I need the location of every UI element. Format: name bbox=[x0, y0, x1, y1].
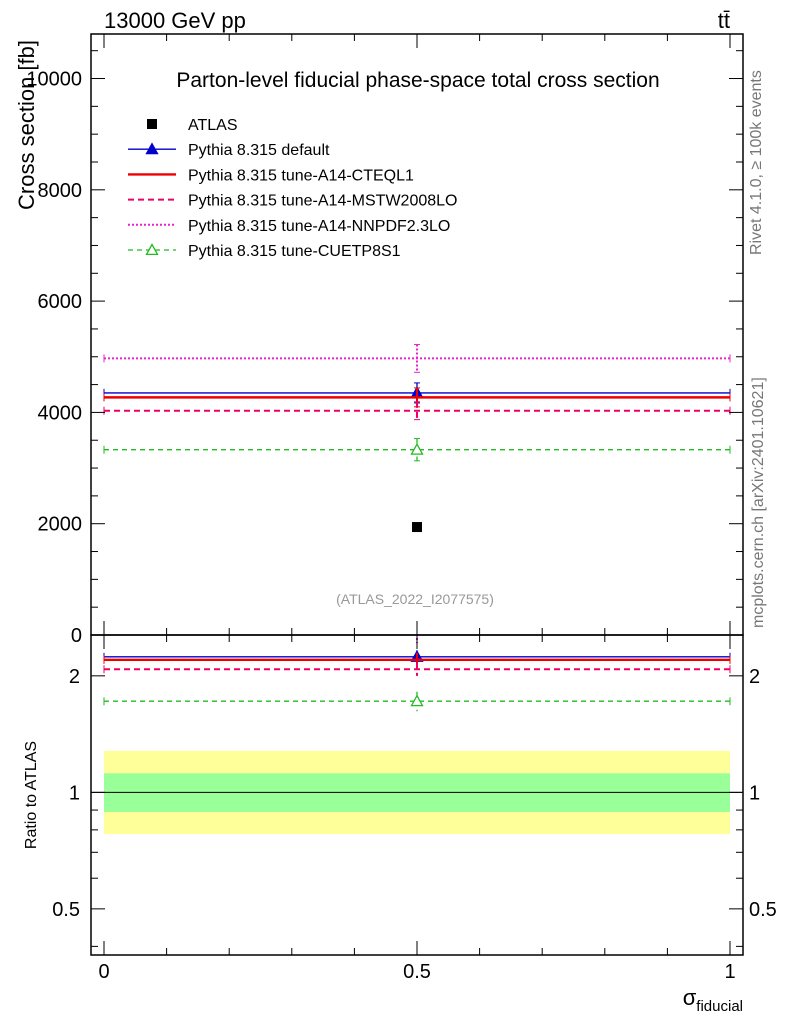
ratio-axis-label: Ratio to ATLAS bbox=[23, 741, 40, 849]
x-axis-subscript: fiducial bbox=[696, 998, 743, 1015]
energy-label: 13000 GeV pp bbox=[104, 8, 246, 33]
y-axis-label: Cross section [fb] bbox=[14, 40, 39, 210]
ratio-series-pythia-8-315-tune-a14-mstw2008lo bbox=[103, 662, 731, 676]
legend-label: Pythia 8.315 tune-CUETP8S1 bbox=[188, 243, 401, 260]
rivet-label: Rivet 4.1.0, ≥ 100k events bbox=[748, 70, 765, 255]
legend-label: ATLAS bbox=[188, 117, 238, 134]
marker-pythia-8-315-tune-cuetp8s1 bbox=[410, 442, 424, 455]
plot-title: Parton-level fiducial phase-space total … bbox=[176, 69, 659, 92]
main-ytick-label: 2000 bbox=[38, 514, 83, 536]
x-tick-label: 1 bbox=[724, 961, 735, 983]
series-pythia-8-315-tune-a14-nnpdf2-3lo bbox=[103, 344, 731, 373]
legend-marker-atlas bbox=[147, 119, 157, 129]
legend-item-pythia-8-315-tune-a14-nnpdf2-3lo: Pythia 8.315 tune-A14-NNPDF2.3LO bbox=[128, 218, 450, 235]
legend-item-pythia-8-315-default: Pythia 8.315 default bbox=[128, 142, 330, 159]
legend-label: Pythia 8.315 tune-A14-MSTW2008LO bbox=[188, 193, 457, 210]
ratio-marker-pythia-8-315-tune-cuetp8s1 bbox=[410, 694, 424, 707]
legend-label: Pythia 8.315 tune-A14-NNPDF2.3LO bbox=[188, 218, 450, 235]
x-axis-symbol: σ bbox=[683, 985, 697, 1010]
x-tick-label: 0 bbox=[98, 961, 109, 983]
main-ytick-label: 4000 bbox=[38, 402, 83, 424]
ratio-ytick-label-right: 2 bbox=[749, 666, 760, 688]
series-pythia-8-315-tune-a14-mstw2008lo bbox=[103, 401, 731, 421]
ratio-ytick-label-left: 2 bbox=[69, 666, 80, 688]
main-ytick-label: 10000 bbox=[26, 69, 82, 91]
legend-label: Pythia 8.315 tune-A14-CTEQL1 bbox=[188, 167, 414, 184]
legend: ATLAS Pythia 8.315 default Pythia 8.315 tu… bbox=[128, 117, 457, 260]
series-atlas bbox=[412, 522, 422, 533]
ratio-ytick-label-left: 0.5 bbox=[52, 899, 80, 921]
main-ytick-label: 0 bbox=[71, 625, 82, 647]
analysis-label: (ATLAS_2022_I2077575) bbox=[336, 591, 494, 607]
legend-marker-pythia-8-315-default bbox=[145, 142, 159, 155]
ratio-ytick-label-left: 1 bbox=[69, 782, 80, 804]
main-ytick-label: 8000 bbox=[38, 180, 83, 202]
main-panel: 0 2000 4000 6000 8000 10000 Parton-level fidu… bbox=[14, 33, 744, 647]
data-point-atlas bbox=[412, 522, 422, 533]
x-tick-label: 0.5 bbox=[403, 961, 431, 983]
legend-marker-pythia-8-315-tune-cuetp8s1 bbox=[145, 243, 159, 256]
legend-item-pythia-8-315-tune-a14-mstw2008lo: Pythia 8.315 tune-A14-MSTW2008LO bbox=[128, 193, 457, 210]
legend-item-pythia-8-315-tune-a14-cteql1: Pythia 8.315 tune-A14-CTEQL1 bbox=[128, 167, 414, 184]
main-ytick-label: 6000 bbox=[38, 291, 83, 313]
source-label: mcplots.cern.ch [arXiv:2401.10621] bbox=[750, 377, 767, 628]
ratio-series-pythia-8-315-tune-cuetp8s1 bbox=[103, 691, 731, 712]
ratio-panel: 0.5 0.5 1 1 2 2 0 0.5 1 Ratio to ATLAS σfiducia… bbox=[23, 634, 777, 1015]
x-axis-label: σfiducial bbox=[683, 985, 743, 1015]
process-label: tt̄ bbox=[718, 8, 730, 33]
ratio-ytick-label-right: 1 bbox=[749, 782, 760, 804]
legend-label: Pythia 8.315 default bbox=[188, 142, 330, 159]
legend-item-pythia-8-315-tune-cuetp8s1: Pythia 8.315 tune-CUETP8S1 bbox=[128, 243, 401, 260]
ratio-ytick-label-right: 0.5 bbox=[749, 899, 777, 921]
series-pythia-8-315-tune-cuetp8s1 bbox=[103, 438, 731, 462]
legend-item-atlas: ATLAS bbox=[147, 117, 238, 134]
